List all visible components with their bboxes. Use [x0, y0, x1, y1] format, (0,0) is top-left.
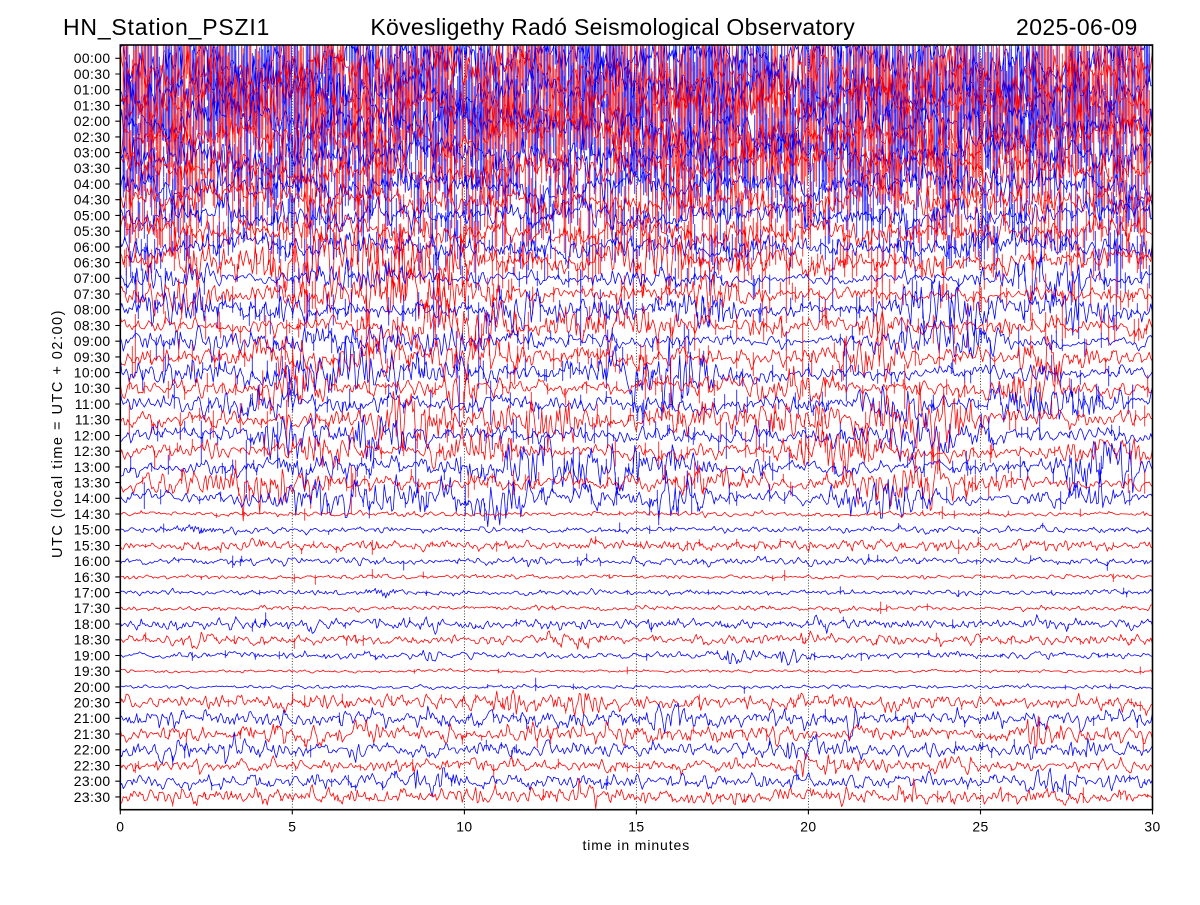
svg-text:14:30: 14:30: [74, 506, 111, 522]
svg-text:0: 0: [116, 819, 124, 835]
svg-text:04:30: 04:30: [74, 192, 111, 208]
svg-text:06:30: 06:30: [74, 255, 111, 271]
svg-text:time in minutes: time in minutes: [582, 837, 690, 853]
svg-text:15: 15: [628, 819, 644, 835]
svg-text:21:00: 21:00: [74, 710, 111, 726]
svg-text:10: 10: [456, 819, 472, 835]
svg-text:HN_Station_PSZI1: HN_Station_PSZI1: [63, 14, 270, 40]
svg-text:15:30: 15:30: [74, 537, 111, 553]
svg-text:23:30: 23:30: [74, 789, 111, 805]
svg-text:16:00: 16:00: [74, 553, 111, 569]
svg-text:04:00: 04:00: [74, 176, 111, 192]
svg-text:07:00: 07:00: [74, 270, 111, 286]
svg-text:09:00: 09:00: [74, 333, 111, 349]
svg-text:15:00: 15:00: [74, 522, 111, 538]
svg-text:03:00: 03:00: [74, 145, 111, 161]
svg-text:Kövesligethy Radó Seismologica: Kövesligethy Radó Seismological Observat…: [370, 14, 855, 40]
svg-text:00:00: 00:00: [74, 50, 111, 66]
svg-text:5: 5: [288, 819, 296, 835]
svg-text:20: 20: [800, 819, 816, 835]
svg-text:16:30: 16:30: [74, 569, 111, 585]
svg-text:12:30: 12:30: [74, 443, 111, 459]
svg-text:09:30: 09:30: [74, 349, 111, 365]
svg-text:02:30: 02:30: [74, 129, 111, 145]
svg-text:20:00: 20:00: [74, 679, 111, 695]
svg-text:13:00: 13:00: [74, 459, 111, 475]
svg-text:22:30: 22:30: [74, 757, 111, 773]
svg-text:19:30: 19:30: [74, 663, 111, 679]
svg-text:30: 30: [1144, 819, 1160, 835]
svg-text:11:00: 11:00: [75, 396, 111, 412]
svg-text:21:30: 21:30: [74, 726, 111, 742]
svg-text:02:00: 02:00: [74, 113, 111, 129]
svg-text:06:00: 06:00: [74, 239, 111, 255]
svg-text:19:00: 19:00: [74, 647, 111, 663]
svg-text:13:30: 13:30: [74, 475, 111, 491]
svg-text:2025-06-09: 2025-06-09: [1016, 14, 1138, 40]
svg-text:10:00: 10:00: [74, 365, 111, 381]
svg-text:17:00: 17:00: [74, 585, 111, 601]
svg-text:01:30: 01:30: [74, 97, 111, 113]
svg-text:05:30: 05:30: [74, 223, 111, 239]
svg-text:20:30: 20:30: [74, 695, 111, 711]
svg-text:00:30: 00:30: [74, 66, 111, 82]
svg-text:25: 25: [972, 819, 988, 835]
svg-text:18:30: 18:30: [74, 632, 111, 648]
svg-text:08:30: 08:30: [74, 317, 111, 333]
svg-text:23:00: 23:00: [74, 773, 111, 789]
svg-text:12:00: 12:00: [74, 427, 111, 443]
svg-text:UTC (local time = UTC + 02:00): UTC (local time = UTC + 02:00): [50, 309, 66, 558]
svg-text:14:00: 14:00: [74, 490, 111, 506]
svg-text:07:30: 07:30: [74, 286, 111, 302]
svg-text:18:00: 18:00: [74, 616, 111, 632]
svg-text:08:00: 08:00: [74, 302, 111, 318]
svg-text:01:00: 01:00: [74, 82, 111, 98]
svg-text:17:30: 17:30: [74, 600, 111, 616]
svg-text:05:00: 05:00: [74, 207, 111, 223]
svg-text:22:00: 22:00: [74, 742, 111, 758]
svg-text:03:30: 03:30: [74, 160, 111, 176]
svg-text:10:30: 10:30: [74, 380, 111, 396]
svg-text:11:30: 11:30: [75, 412, 111, 428]
